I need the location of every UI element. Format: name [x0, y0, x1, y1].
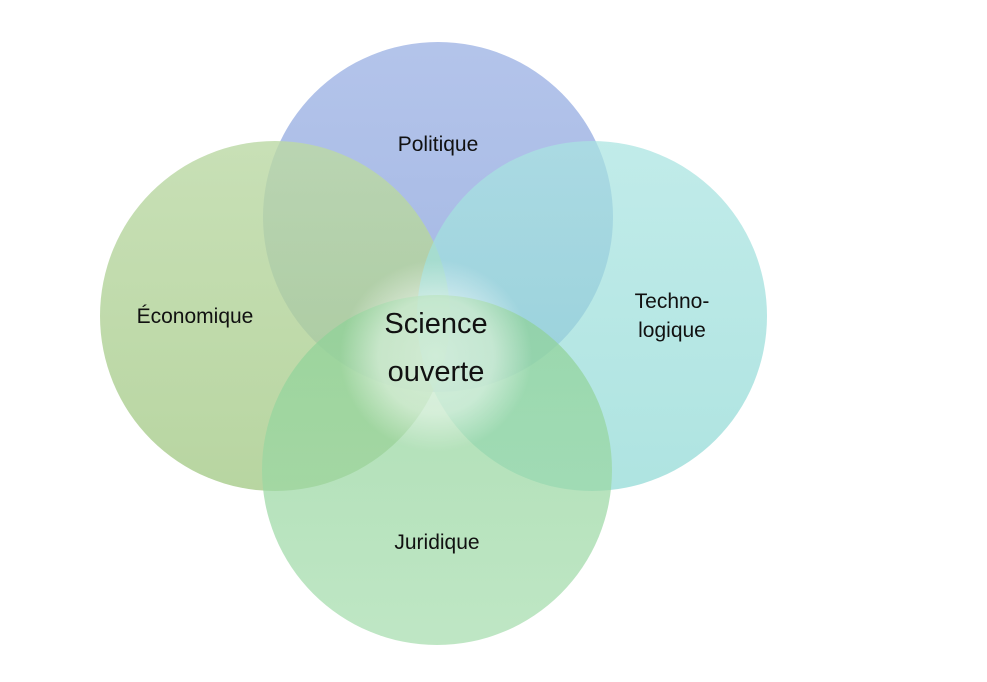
technologique-label-line1: Techno- — [635, 290, 710, 313]
center-label-line2: ouverte — [388, 356, 485, 388]
center-glow — [340, 260, 532, 452]
juridique-label: Juridique — [394, 531, 479, 554]
center-label-line1: Science — [384, 308, 487, 340]
politique-label: Politique — [398, 133, 479, 156]
technologique-label-line2: logique — [638, 319, 706, 342]
economique-label: Économique — [137, 305, 254, 328]
